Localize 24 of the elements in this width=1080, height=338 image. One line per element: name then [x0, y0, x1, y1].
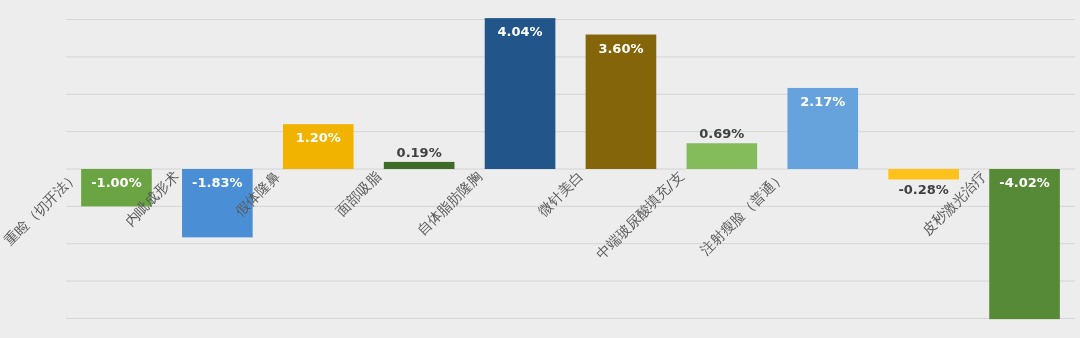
bar — [989, 169, 1060, 320]
data-label: 0.69% — [699, 126, 745, 142]
bar — [888, 169, 959, 180]
x-tick-label: 自体脂肪隆胸 — [414, 167, 485, 239]
x-tick-label: 面部吸脂 — [333, 167, 384, 219]
x-tick-label: 中端玻尿酸填充/支 — [592, 167, 687, 262]
bar — [383, 161, 455, 169]
data-label: 3.60% — [598, 40, 644, 56]
data-label: -0.28% — [898, 182, 949, 198]
data-label: -1.00% — [91, 175, 142, 190]
bar — [282, 124, 354, 169]
data-label: 1.20% — [295, 130, 341, 146]
x-tick-label: 微针美白 — [534, 167, 586, 219]
data-label: 4.04% — [497, 24, 543, 40]
bar — [686, 143, 758, 169]
bar — [484, 18, 556, 169]
bar — [787, 87, 859, 169]
data-label: 0.19% — [396, 144, 442, 160]
data-label: -1.83% — [192, 175, 243, 190]
x-tick-label: 注射瘦脸（普通） — [697, 167, 788, 259]
data-label: -4.02% — [999, 175, 1050, 190]
x-tick-label: 重睑（切开法） — [0, 167, 82, 249]
data-label: 2.17% — [800, 93, 846, 109]
bar — [585, 34, 657, 169]
